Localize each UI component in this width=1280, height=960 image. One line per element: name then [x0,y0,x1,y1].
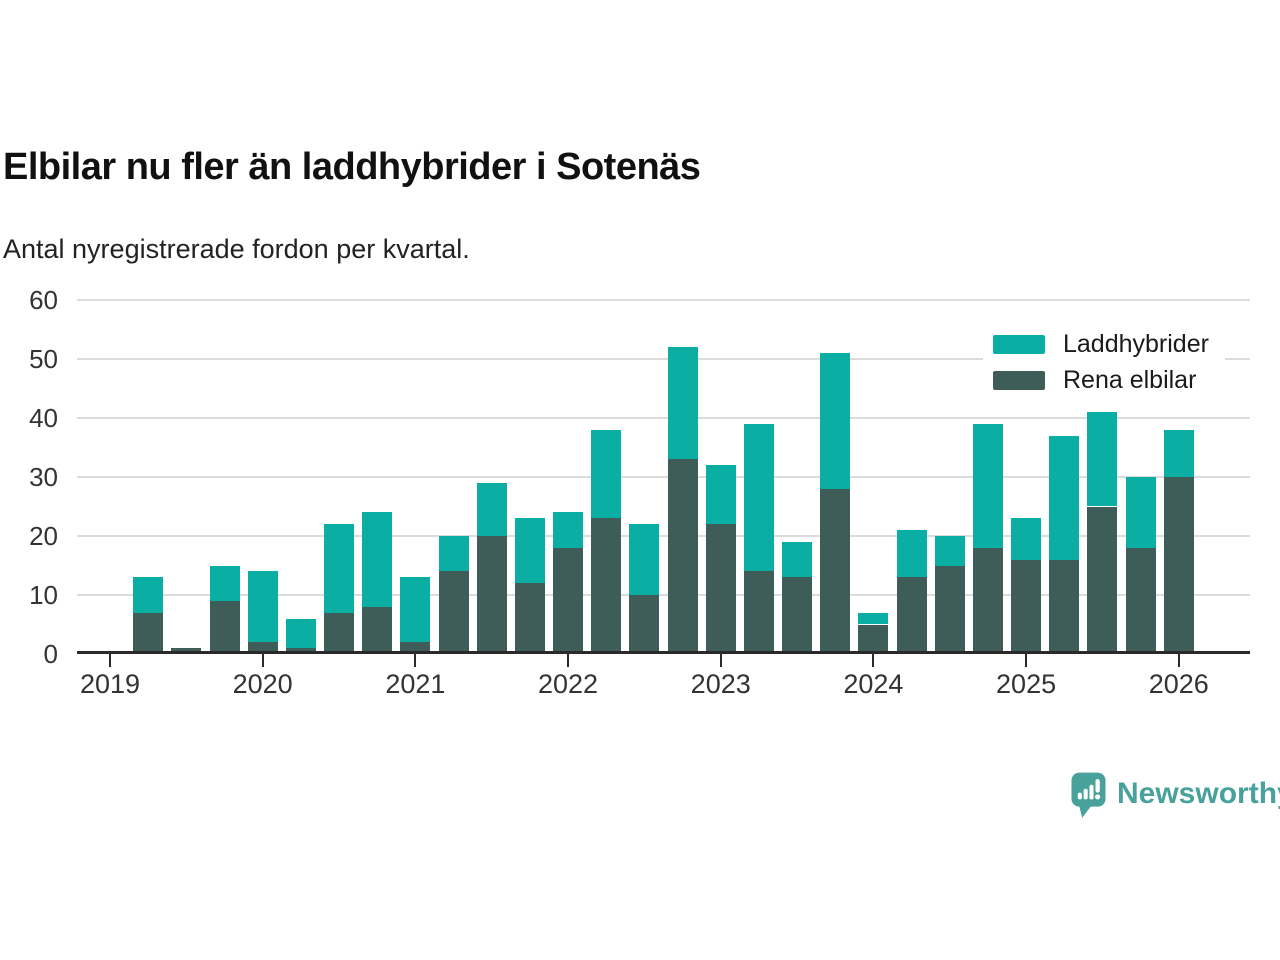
bar-segment-laddhybrider [438,536,469,572]
x-axis-tick-label: 2019 [79,669,141,699]
branding-name: Newsworthy [1117,777,1280,810]
bar-segment-laddhybrider [1087,412,1118,507]
bar-segment-rena-elbilar [514,583,545,654]
chart-subtitle: Antal nyregistrerade fordon per kvartal. [3,234,470,264]
y-axis-tick-label: 60 [29,285,58,315]
bar-segment-laddhybrider [209,565,240,601]
y-axis-tick-label: 0 [43,639,58,669]
bar-segment-laddhybrider [553,512,584,548]
bar-segment-rena-elbilar [209,600,240,654]
legend-item: Laddhybrider [993,326,1209,362]
bar-segment-laddhybrider [629,524,660,595]
x-axis-line [77,651,1250,654]
gridline-y-30 [77,476,1250,478]
x-axis-tick-label: 2020 [232,669,293,699]
bar-segment-laddhybrider [247,571,278,643]
bar-segment-rena-elbilar [782,577,813,654]
x-axis-tick-label: 2021 [385,669,446,699]
y-axis-tick-label: 40 [29,403,58,433]
legend-swatch [993,370,1045,390]
bar-segment-laddhybrider [1011,518,1042,560]
bar-segment-rena-elbilar [133,612,164,654]
bar-segment-rena-elbilar [1011,559,1042,654]
chart-legend: Laddhybrider Rena elbilar [983,322,1225,404]
x-axis-tick-label: 2026 [1148,669,1209,699]
bar-segment-laddhybrider [476,482,507,536]
legend-swatch [993,334,1045,354]
bar-segment-rena-elbilar [934,565,965,654]
bar-segment-laddhybrider [133,577,164,613]
x-axis-tick-label: 2024 [843,669,904,699]
bar-segment-rena-elbilar [591,518,622,654]
branding: Newsworthy [1071,772,1280,819]
bar-segment-rena-elbilar [553,547,584,654]
bar-segment-rena-elbilar [858,624,889,654]
bar-segment-laddhybrider [362,512,393,607]
gridline-y-40 [77,417,1250,419]
bar-segment-laddhybrider [1125,477,1156,548]
bar-segment-rena-elbilar [476,536,507,654]
bar-segment-laddhybrider [972,423,1003,548]
legend-label: Rena elbilar [1063,365,1197,394]
x-axis-tick-label: 2022 [537,669,599,699]
bar-segment-rena-elbilar [362,606,393,654]
bar-segment-rena-elbilar [705,524,736,654]
page-title: Elbilar nu fler än laddhybrider i Sotenä… [3,146,701,188]
bar-segment-laddhybrider [743,423,774,572]
y-axis-tick-label: 30 [29,462,58,492]
x-axis-tick [872,654,875,667]
x-axis-tick [719,654,722,667]
bar-segment-laddhybrider [400,577,431,643]
bar-segment-laddhybrider [858,612,889,625]
x-axis-tick-label: 2025 [996,669,1057,699]
y-axis-tick-label: 10 [29,580,58,610]
gridline-y-20 [77,535,1250,537]
x-axis-tick [567,654,570,667]
bar-segment-rena-elbilar [1125,547,1156,654]
gridline-y-50 [77,358,1250,360]
gridline-y-10 [77,594,1250,596]
y-axis-tick-label: 20 [29,521,58,551]
bar-segment-laddhybrider [896,530,927,578]
bar-segment-rena-elbilar [972,547,1003,654]
bar-segment-laddhybrider [324,524,355,613]
x-axis-tick [109,654,111,667]
bar-segment-laddhybrider [705,465,736,525]
bar-segment-laddhybrider [1163,429,1194,477]
legend-item: Rena elbilar [993,362,1209,398]
bar-segment-laddhybrider [667,347,698,460]
legend-label: Laddhybrider [1063,329,1209,358]
x-axis-tick-label: 2023 [690,669,751,699]
bar-segment-rena-elbilar [743,571,774,654]
bar-segment-rena-elbilar [1049,559,1080,654]
bar-segment-rena-elbilar [667,459,698,654]
x-axis-tick [414,654,417,667]
bar-segment-rena-elbilar [896,577,927,654]
bar-segment-laddhybrider [820,353,851,489]
bar-segment-laddhybrider [1049,435,1080,560]
gridline-y-60 [77,299,1250,301]
bar-segment-rena-elbilar [629,595,660,654]
bar-segment-laddhybrider [285,618,316,649]
bar-segment-rena-elbilar [1163,477,1194,654]
bar-segment-laddhybrider [591,429,622,519]
bar-segment-laddhybrider [934,536,965,566]
bar-segment-rena-elbilar [400,642,431,654]
x-axis-tick [261,654,264,667]
x-axis-tick [1025,654,1028,667]
bar-segment-rena-elbilar [1087,506,1118,654]
bar-segment-laddhybrider [782,541,813,578]
x-axis-tick [1177,654,1180,667]
y-axis-tick-label: 50 [29,344,58,374]
newsworthy-logo-icon [1071,772,1106,818]
bar-segment-rena-elbilar [247,642,278,654]
bar-segment-rena-elbilar [820,488,851,654]
bar-segment-laddhybrider [514,518,545,584]
bar-segment-rena-elbilar [438,571,469,654]
bar-segment-rena-elbilar [324,612,355,654]
